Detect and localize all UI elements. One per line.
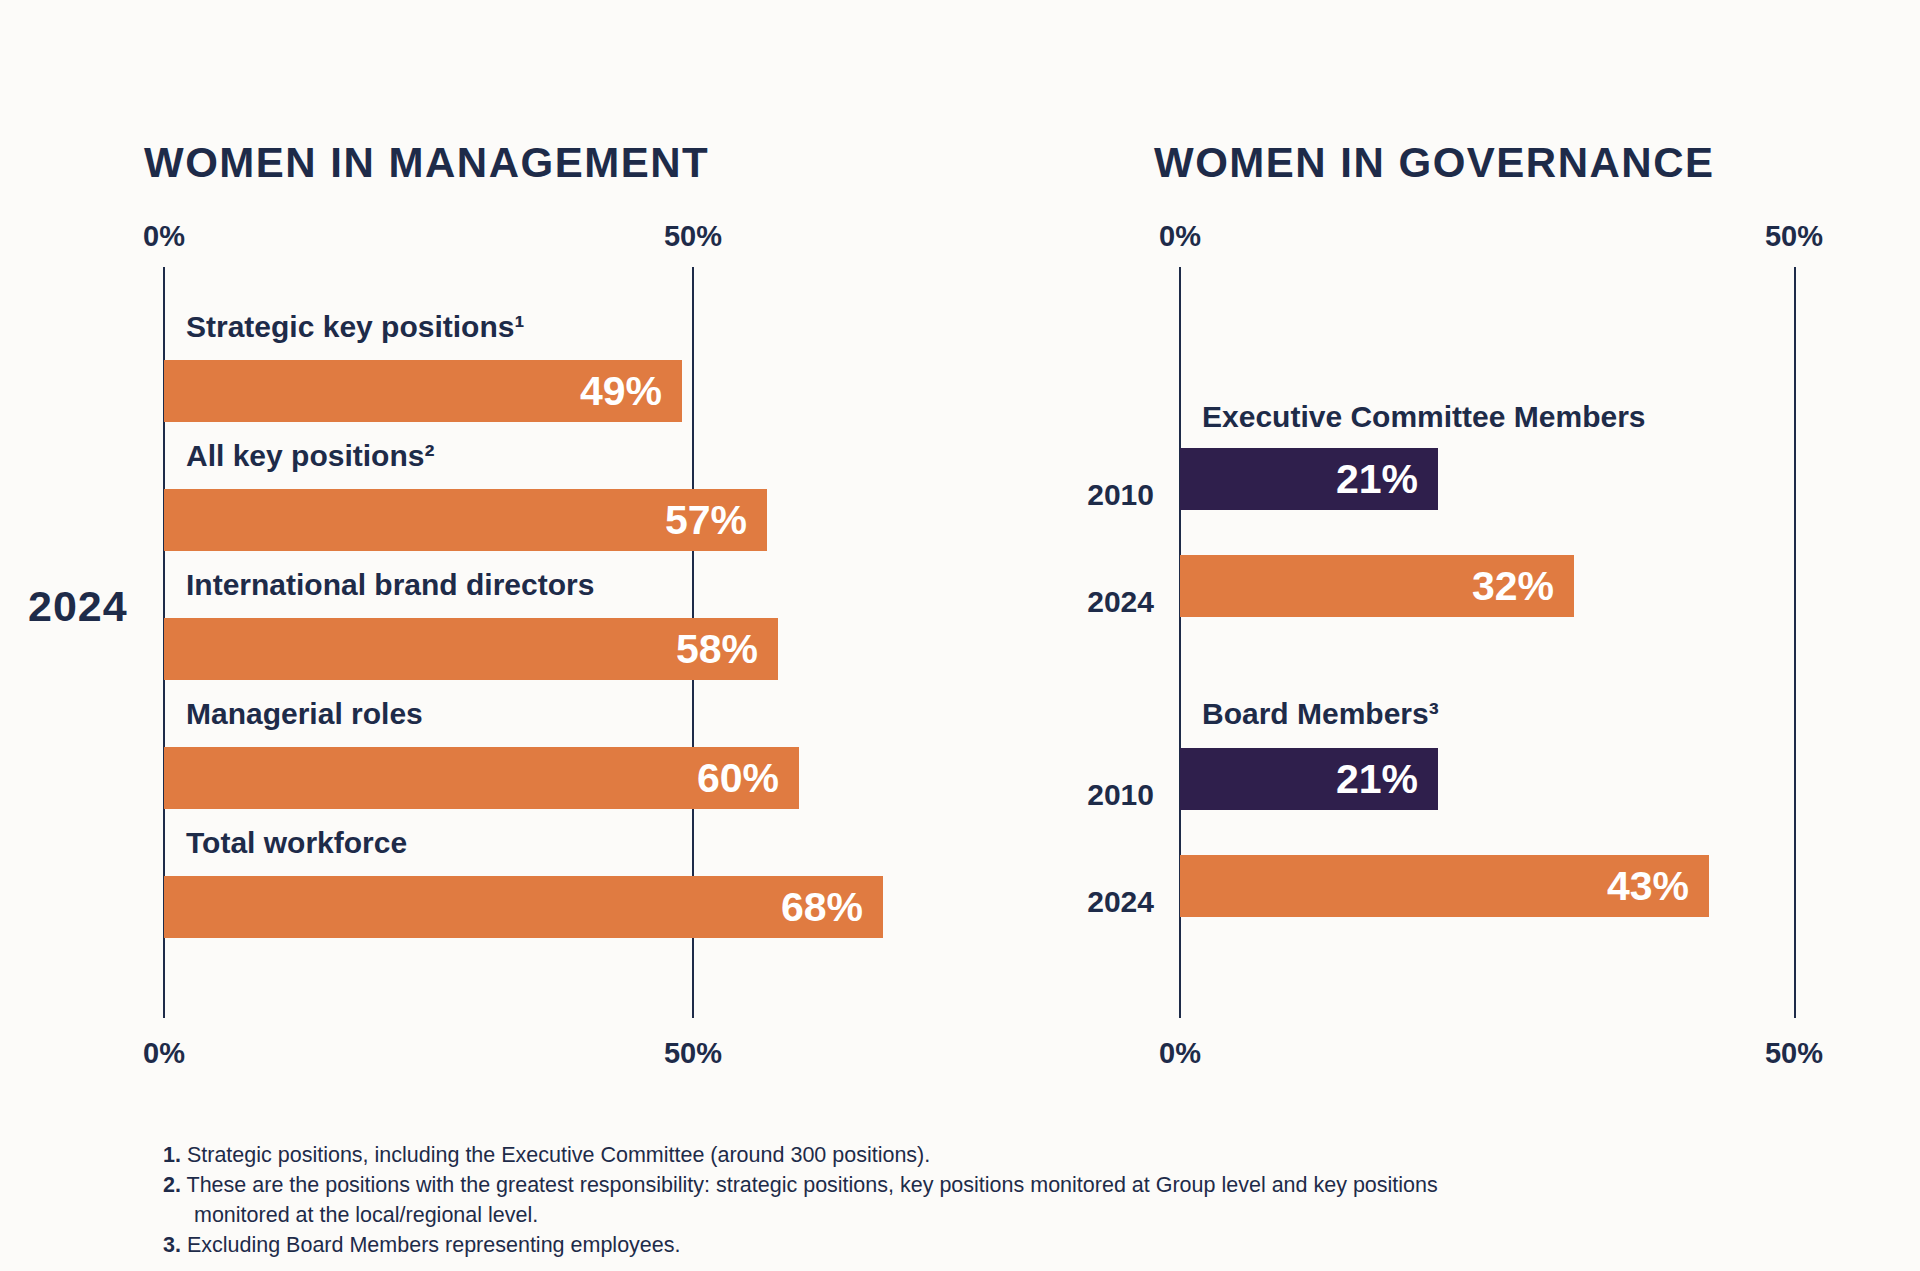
footnotes: 1. Strategic positions, including the Ex…: [163, 1140, 1438, 1260]
footnote-2-text: These are the positions with the greates…: [187, 1173, 1438, 1197]
infographic-canvas: WOMEN IN MANAGEMENT 0% 50% 2024 Strategi…: [0, 0, 1920, 1271]
bar-value-label: 21%: [1336, 748, 1438, 810]
bar: 21%: [1180, 748, 1438, 810]
year-label: 2024: [1048, 885, 1154, 919]
category-label: Managerial roles: [186, 697, 423, 731]
group-label: Executive Committee Members: [1202, 400, 1646, 434]
footnote-1-text: Strategic positions, including the Execu…: [187, 1143, 930, 1167]
bar-value-label: 68%: [781, 876, 883, 938]
management-chart-rows: Strategic key positions¹ 49% All key posit…: [164, 0, 1164, 1271]
footnote-1: 1. Strategic positions, including the Ex…: [163, 1140, 1438, 1170]
bar: 57%: [164, 489, 767, 551]
bar-value-label: 57%: [665, 489, 767, 551]
bar: 43%: [1180, 855, 1709, 917]
bar-value-label: 43%: [1607, 855, 1709, 917]
category-label: Total workforce: [186, 826, 407, 860]
footnote-3-text: Excluding Board Members representing emp…: [187, 1233, 681, 1257]
category-label: All key positions²: [186, 439, 434, 473]
bar: 60%: [164, 747, 799, 809]
management-axis-label-50-bottom: 50%: [623, 1037, 763, 1070]
category-label: Strategic key positions¹: [186, 310, 524, 344]
governance-axis-label-0-bottom: 0%: [1110, 1037, 1250, 1070]
year-label: 2024: [1048, 585, 1154, 619]
footnote-1-marker: 1.: [163, 1143, 181, 1167]
footnote-2: 2. These are the positions with the grea…: [163, 1170, 1438, 1200]
footnote-3: 3. Excluding Board Members representing …: [163, 1230, 1438, 1260]
bar: 68%: [164, 876, 883, 938]
management-axis-label-0-bottom: 0%: [94, 1037, 234, 1070]
governance-chart-rows: Executive Committee Members201021%202432…: [1180, 0, 1880, 1271]
footnote-2-continuation: monitored at the local/regional level.: [163, 1200, 1438, 1230]
bar-value-label: 49%: [580, 360, 682, 422]
bar-value-label: 58%: [676, 618, 778, 680]
footnote-2-marker: 2.: [163, 1173, 181, 1197]
bar: 32%: [1180, 555, 1574, 617]
category-label: International brand directors: [186, 568, 594, 602]
bar: 21%: [1180, 448, 1438, 510]
footnote-3-marker: 3.: [163, 1233, 181, 1257]
management-year-label: 2024: [28, 582, 128, 631]
bar-value-label: 32%: [1472, 555, 1574, 617]
bar: 58%: [164, 618, 778, 680]
year-label: 2010: [1048, 778, 1154, 812]
bar-value-label: 60%: [697, 747, 799, 809]
year-label: 2010: [1048, 478, 1154, 512]
governance-axis-label-50-bottom: 50%: [1724, 1037, 1864, 1070]
group-label: Board Members³: [1202, 697, 1439, 731]
bar-value-label: 21%: [1336, 448, 1438, 510]
bar: 49%: [164, 360, 682, 422]
